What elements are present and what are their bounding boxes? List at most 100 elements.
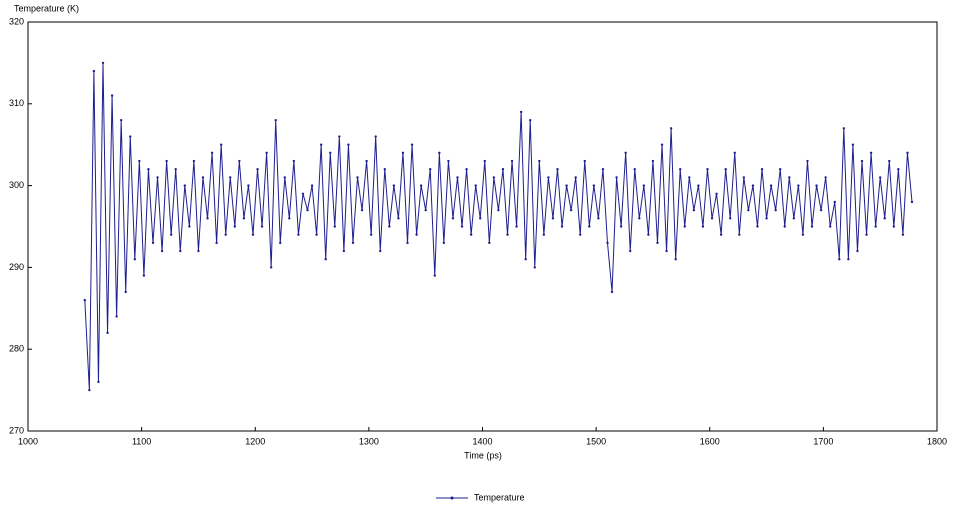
data-point: [651, 159, 655, 163]
x-tick-label: 1300: [359, 436, 379, 446]
data-point: [778, 168, 782, 171]
data-point: [369, 233, 373, 236]
data-point: [401, 151, 405, 155]
data-point: [819, 208, 823, 212]
data-point: [838, 258, 841, 261]
data-point: [251, 233, 255, 236]
data-point: [824, 176, 827, 179]
data-point: [360, 208, 364, 212]
data-point: [679, 168, 682, 171]
x-tick-label: 1100: [132, 436, 151, 446]
data-point: [642, 184, 646, 187]
data-point: [892, 225, 896, 228]
data-point: [383, 168, 386, 171]
data-point: [210, 151, 214, 155]
y-axis-title: Temperature (K): [14, 3, 79, 13]
data-point: [169, 233, 173, 236]
data-point: [256, 168, 259, 171]
data-point: [119, 118, 123, 122]
data-point: [538, 159, 541, 163]
y-tick-label: 320: [9, 16, 24, 26]
data-point: [719, 233, 723, 236]
data-point: [451, 217, 455, 220]
data-point: [878, 176, 882, 179]
data-point: [910, 200, 914, 204]
data-point: [847, 258, 850, 261]
data-point: [269, 266, 273, 269]
data-point: [238, 159, 241, 163]
data-point: [547, 176, 550, 179]
data-point: [374, 135, 377, 138]
data-point: [397, 217, 400, 220]
data-point: [551, 217, 555, 220]
data-point: [610, 290, 614, 294]
data-point: [851, 143, 855, 146]
data-point: [247, 184, 250, 187]
data-point: [856, 249, 859, 253]
data-point: [101, 61, 105, 65]
data-point: [515, 225, 518, 228]
data-point: [629, 249, 632, 253]
data-point: [688, 176, 691, 179]
data-point: [501, 168, 505, 171]
data-point: [606, 241, 609, 245]
data-point: [615, 176, 618, 179]
data-point: [224, 233, 227, 236]
data-point: [460, 225, 464, 228]
data-point: [828, 225, 832, 228]
data-point: [229, 176, 232, 179]
data-point: [592, 184, 596, 187]
data-point: [124, 290, 127, 294]
data-point: [192, 159, 196, 163]
data-point: [751, 184, 755, 187]
data-point: [260, 225, 264, 228]
data-point: [356, 176, 359, 179]
data-point: [656, 241, 659, 245]
data-point: [492, 176, 496, 179]
data-point: [183, 184, 187, 187]
data-point: [469, 233, 473, 236]
data-point: [174, 168, 177, 171]
x-tick-label: 1000: [18, 436, 38, 446]
data-point: [683, 225, 686, 228]
data-point: [338, 135, 341, 138]
data-point: [456, 176, 459, 179]
y-tick-label: 290: [9, 262, 24, 272]
data-point: [219, 143, 223, 146]
data-point: [888, 159, 891, 163]
data-point: [597, 217, 600, 220]
y-tick-label: 280: [9, 344, 24, 354]
data-point: [447, 159, 450, 163]
data-point: [365, 159, 368, 163]
data-point: [201, 176, 205, 179]
data-point: [279, 241, 282, 245]
data-point: [601, 168, 605, 171]
data-point: [901, 233, 905, 236]
data-point: [865, 233, 868, 236]
data-point: [319, 143, 323, 146]
data-point: [292, 159, 296, 163]
data-point: [165, 159, 168, 163]
y-tick-label: 300: [9, 180, 24, 190]
y-tick-label: 310: [9, 98, 24, 108]
data-point: [419, 184, 423, 187]
data-point: [142, 274, 146, 277]
data-point: [565, 184, 568, 187]
data-point: [579, 233, 582, 236]
data-point: [897, 168, 900, 171]
data-point: [860, 159, 864, 163]
plot-frame: [27, 21, 938, 432]
data-point: [769, 184, 773, 187]
data-point: [388, 225, 391, 228]
data-point: [215, 241, 218, 245]
data-point: [542, 233, 546, 236]
data-point: [315, 233, 318, 236]
data-point: [106, 331, 109, 335]
data-point: [438, 151, 441, 155]
data-point: [283, 176, 286, 179]
data-point: [624, 151, 627, 155]
data-point: [701, 225, 705, 228]
data-point: [306, 208, 309, 212]
data-point: [179, 249, 182, 253]
